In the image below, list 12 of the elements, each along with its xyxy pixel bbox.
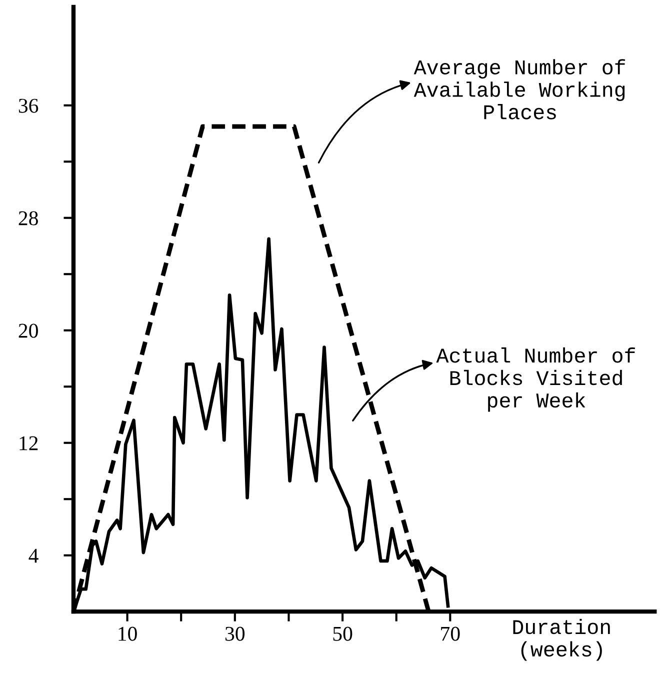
x-tick-label: 10 xyxy=(118,626,137,641)
y-tick-label: 36 xyxy=(18,98,38,113)
y-tick-label: 20 xyxy=(18,324,38,338)
annotation: Average Number of Available Working Places xyxy=(414,59,626,120)
y-tick-label: 28 xyxy=(18,211,38,226)
x-tick-label: 50 xyxy=(333,626,352,641)
y-tick-label: 4 xyxy=(28,548,38,563)
x-tick-label: 30 xyxy=(225,626,245,641)
x-tick-label: 70 xyxy=(441,626,460,641)
annotation: Actual Number of Blocks Visited per Week xyxy=(436,347,635,412)
y-tick-label: 12 xyxy=(20,436,38,450)
x-axis-title: Duration (weeks) xyxy=(513,618,610,661)
